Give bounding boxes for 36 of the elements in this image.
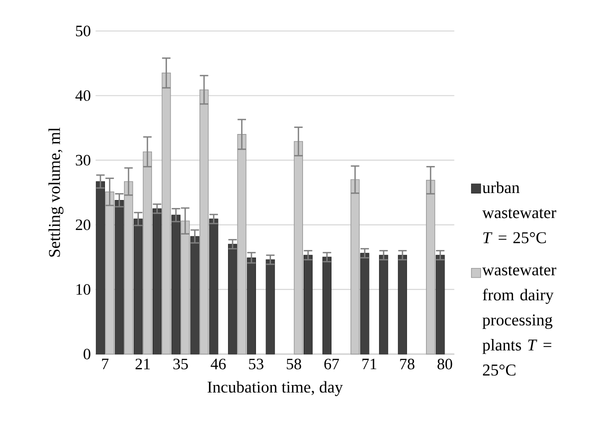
y-tick-label: 50 — [76, 26, 90, 36]
bar — [322, 256, 332, 354]
x-tick-label: 21 — [136, 358, 150, 370]
y-axis-title: Settling volume, ml — [48, 128, 64, 257]
bar — [114, 200, 124, 354]
x-tick-label: 78 — [400, 358, 414, 370]
y-tick-label: 10 — [76, 284, 90, 295]
x-tick-label: 7 — [102, 358, 109, 370]
x-tick-label: 71 — [362, 358, 376, 370]
text: wastewater from dairy processing plants T = 25°C — [482, 266, 556, 376]
bar — [398, 254, 408, 354]
bar — [190, 236, 200, 354]
bar — [134, 218, 143, 354]
x-tick-label: 35 — [173, 358, 188, 370]
x-tick-label: 67 — [324, 358, 340, 370]
bar — [436, 254, 445, 354]
x-tick-label: 53 — [249, 358, 264, 370]
y-tick-label: 0 — [84, 348, 90, 360]
x-tick-label: 58 — [286, 358, 302, 370]
x-axis-title: Incubation time, day — [208, 381, 343, 396]
x-tick-label: 80 — [438, 358, 452, 370]
bar — [360, 252, 370, 354]
bar — [96, 181, 105, 354]
y-tick-label: 30 — [76, 154, 90, 166]
bar — [379, 254, 388, 354]
bar — [246, 257, 256, 354]
x-tick-label: 46 — [210, 358, 226, 370]
bar — [171, 214, 180, 354]
bar — [152, 208, 162, 354]
bar — [228, 244, 238, 354]
bar — [209, 218, 218, 354]
y-tick-label: 20 — [76, 219, 90, 230]
bar — [266, 259, 275, 354]
bar — [304, 254, 313, 354]
y-tick-label: 40 — [75, 90, 90, 101]
legend-label: urban wastewater T = 25°C — [482, 182, 556, 244]
